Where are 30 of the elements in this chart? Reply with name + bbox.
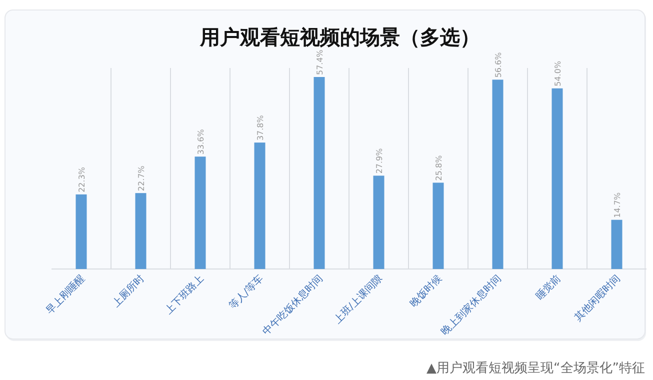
chart-title: 用户观看短视频的场景（多选） xyxy=(199,25,480,49)
data-label: 14.7% xyxy=(612,192,622,218)
bar xyxy=(432,182,444,269)
x-tick-label: 睡觉前 xyxy=(534,272,564,302)
data-label: 37.8% xyxy=(256,114,265,141)
data-label: 56.6% xyxy=(494,52,503,78)
data-label: 57.4% xyxy=(315,49,324,75)
bar xyxy=(135,193,146,269)
bar xyxy=(254,142,266,269)
bar xyxy=(492,80,504,269)
data-label: 33.6% xyxy=(196,128,206,155)
x-tick-label: 等人/等车 xyxy=(226,272,266,312)
data-label: 22.7% xyxy=(136,165,146,192)
x-tick-label: 其他闲暇时间 xyxy=(572,272,623,324)
data-label: 25.8% xyxy=(434,154,444,181)
text: ▲用户观看短视频呈现“全场景化”特征 xyxy=(426,361,645,376)
x-tick-label: 晚饭时候 xyxy=(408,272,444,310)
x-tick-label: 早上刚睡醒 xyxy=(44,272,88,316)
bar xyxy=(552,88,563,269)
bar xyxy=(194,156,206,269)
x-tick-label: 上厕所时 xyxy=(110,272,147,310)
x-tick-label: 上班/上课间隙 xyxy=(332,272,385,326)
bar xyxy=(611,220,622,269)
data-label: 54.0% xyxy=(553,60,562,86)
x-tick-label: 上下班路上 xyxy=(162,272,206,316)
bar xyxy=(76,194,87,269)
bar xyxy=(373,176,384,269)
bar xyxy=(314,77,325,269)
data-label: 27.9% xyxy=(374,148,384,174)
data-label: 22.3% xyxy=(77,166,86,192)
